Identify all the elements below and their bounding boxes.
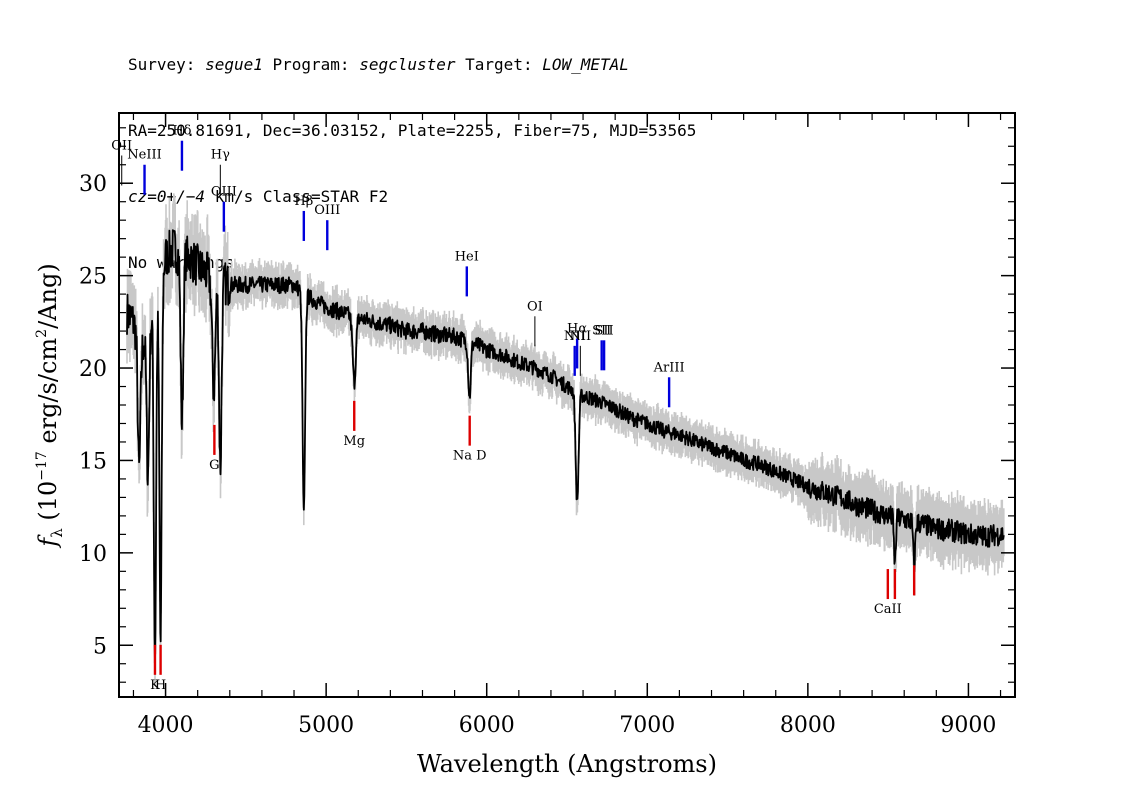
line-marker-label-17: G xyxy=(209,458,219,473)
x-axis-title: Wavelength (Angstroms) xyxy=(417,750,717,778)
line-marker-label-10: Hα xyxy=(567,321,587,336)
class-text: km/s Class=STAR F2 xyxy=(205,187,389,206)
y-tick-label-2: 15 xyxy=(79,449,107,474)
line-marker-label-19: Na D xyxy=(453,449,487,464)
flux-series xyxy=(126,229,1005,665)
line-marker-label-2: Hδ xyxy=(172,124,191,139)
target-value: LOW_METAL xyxy=(542,55,629,74)
axis-ticks: 4000 5000 6000 7000 8000 9000 5 10 15 20 25 30 xyxy=(79,113,1015,738)
line-marker-label-20: CaII xyxy=(874,602,902,617)
line-marker-label-15: K xyxy=(150,678,160,693)
header-line-survey: Survey: segue1 Program: segcluster Targe… xyxy=(128,54,696,76)
line-marker-label-9: NII xyxy=(564,329,586,344)
line-marker-label-5: Hβ xyxy=(294,194,313,209)
x-tick-label-4: 8000 xyxy=(780,713,836,738)
line-marker-label-13: SII xyxy=(594,323,613,338)
line-marker-label-18: Mg xyxy=(343,434,365,449)
survey-label: Survey: xyxy=(128,55,206,74)
survey-value: segue1 xyxy=(205,55,263,74)
x-tick-label-3: 7000 xyxy=(619,713,675,738)
spectrum-header: Survey: segue1 Program: segcluster Targe… xyxy=(128,10,696,296)
y-tick-label-5: 30 xyxy=(79,172,107,197)
header-line-class: cz=0+/−4 km/s Class=STAR F2 xyxy=(128,186,696,208)
line-marker-label-3: Hγ xyxy=(211,148,230,163)
line-marker-label-16: H xyxy=(155,678,166,693)
program-value: segcluster xyxy=(359,55,456,74)
y-axis-title: fλ (10−17 erg/s/cm2/Ang) xyxy=(34,263,66,548)
y-tick-label-4: 25 xyxy=(79,265,107,290)
program-label: Program: xyxy=(262,55,360,74)
target-label: Target: xyxy=(455,55,543,74)
line-marker-label-8: OI xyxy=(527,299,543,314)
cz-value: cz=0+/−4 xyxy=(128,187,206,206)
y-tick-label-1: 10 xyxy=(79,542,107,567)
line-marker-label-6: OIII xyxy=(314,203,340,218)
line-marker-label-1: NeIII xyxy=(127,148,161,163)
line-marker-label-14: ArIII xyxy=(653,360,685,375)
header-line-coords: RA=250.81691, Dec=36.03152, Plate=2255, … xyxy=(128,121,697,140)
y-tick-label-3: 20 xyxy=(79,357,107,382)
y-tick-label-0: 5 xyxy=(93,634,107,659)
line-marker-label-7: HeI xyxy=(455,249,479,264)
x-tick-label-2: 6000 xyxy=(459,713,515,738)
x-tick-label-5: 9000 xyxy=(940,713,996,738)
x-tick-label-1: 5000 xyxy=(298,713,354,738)
line-marker-label-11: NII xyxy=(569,329,591,344)
line-marker-label-4: OIII xyxy=(211,185,237,200)
error-band-path xyxy=(126,193,1005,686)
line-marker-label-12: SII xyxy=(592,323,611,338)
error-band xyxy=(126,193,1005,686)
x-tick-label-0: 4000 xyxy=(138,713,194,738)
flux-line xyxy=(126,229,1005,665)
